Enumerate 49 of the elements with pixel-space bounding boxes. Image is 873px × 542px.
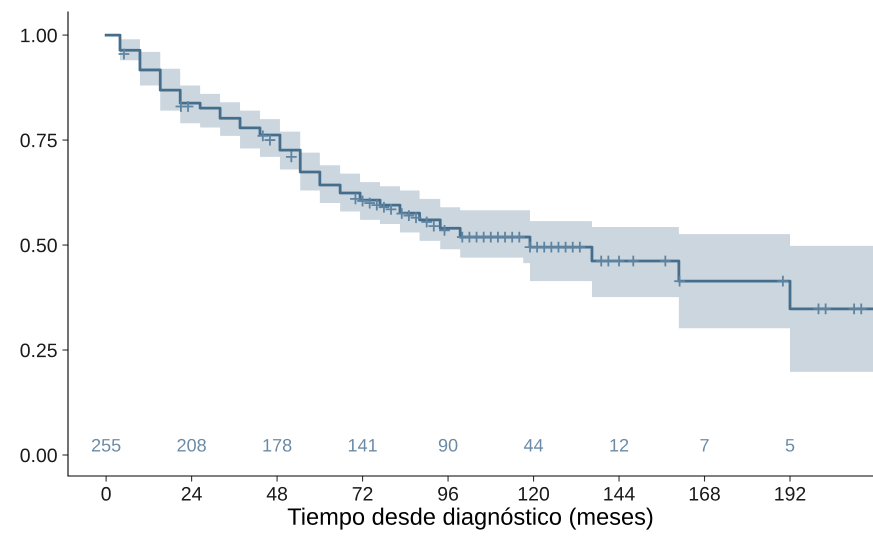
y-tick-label: 0.00 xyxy=(20,448,57,462)
x-tick-label: 144 xyxy=(604,487,635,501)
point xyxy=(854,302,868,316)
x-tick-label: 48 xyxy=(266,486,288,501)
point xyxy=(402,209,416,222)
x-axis-title: Tiempo desde diagnóstico (meses) xyxy=(288,507,652,530)
x-tick-label: 120 xyxy=(518,486,550,501)
annotation: 208 xyxy=(177,438,206,452)
point xyxy=(370,198,384,212)
point xyxy=(264,134,276,146)
annotation: 178 xyxy=(263,438,292,452)
annotation: 141 xyxy=(348,439,377,452)
point xyxy=(378,200,390,214)
x-tick-label: 192 xyxy=(775,486,806,501)
point xyxy=(118,48,130,60)
point xyxy=(349,192,362,206)
y-tick-label: 0.50 xyxy=(20,238,57,252)
x-tick-label: 0 xyxy=(101,486,111,501)
y-tick-label: 0.75 xyxy=(20,134,57,148)
point xyxy=(776,274,790,288)
point xyxy=(428,220,440,232)
point xyxy=(395,207,408,220)
x-tick-label: 96 xyxy=(438,486,458,501)
point xyxy=(356,194,369,208)
point xyxy=(574,240,586,254)
y-tick-label: 0.25 xyxy=(20,343,57,358)
point xyxy=(285,150,298,164)
point xyxy=(626,254,640,268)
point xyxy=(384,203,398,216)
point xyxy=(363,196,376,210)
point xyxy=(612,254,626,268)
x-tick-label: 24 xyxy=(182,486,202,501)
point xyxy=(182,100,194,113)
x-tick-label: 168 xyxy=(690,486,720,501)
annotation: 255 xyxy=(92,438,120,452)
annotation: 44 xyxy=(524,439,544,452)
annotation: 12 xyxy=(610,438,628,452)
y-tick-label: 1.00 xyxy=(21,28,57,42)
annotation: 90 xyxy=(438,438,458,452)
point xyxy=(819,302,832,316)
point xyxy=(256,130,270,142)
point xyxy=(659,254,672,268)
x-tick-label: 72 xyxy=(352,486,372,501)
point xyxy=(410,211,422,224)
annotation: 7 xyxy=(700,439,709,452)
point xyxy=(438,224,451,237)
point xyxy=(673,274,686,288)
annotation: 5 xyxy=(786,439,794,452)
point xyxy=(420,216,433,228)
